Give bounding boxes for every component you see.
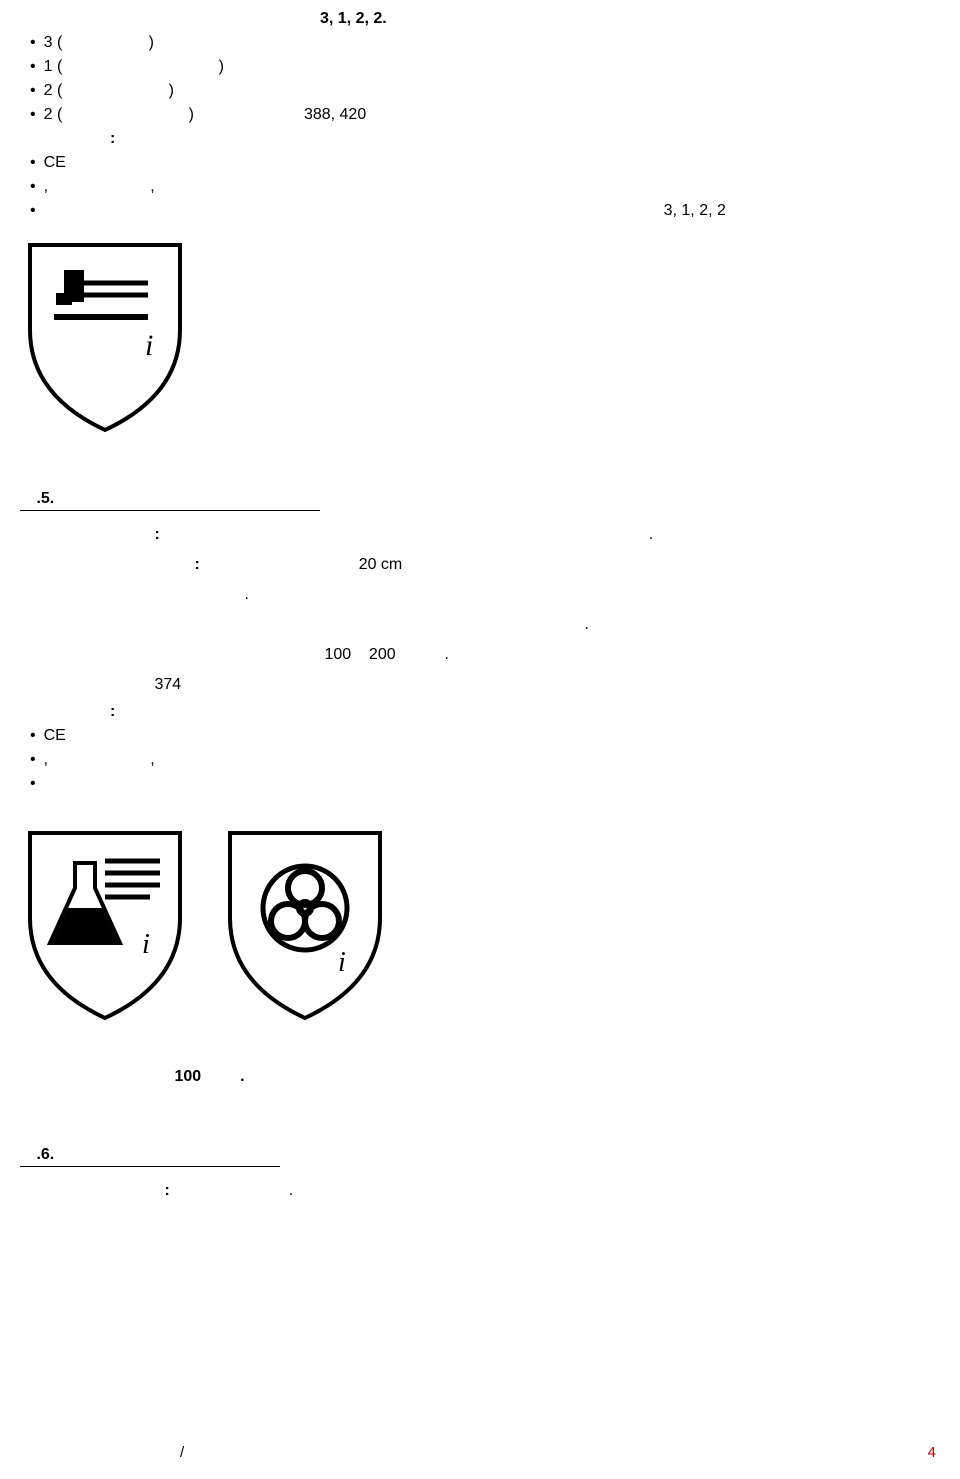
s5-row5: 100 200 . bbox=[20, 643, 940, 667]
section-5-num: .5. bbox=[36, 490, 54, 507]
qty-val: 100 bbox=[174, 1068, 201, 1085]
s5-row1-label: : bbox=[154, 526, 159, 543]
header-codes-text: 3, 1, 2, 2. bbox=[320, 10, 387, 28]
s5-row2-text: 20 cm bbox=[359, 556, 403, 573]
bracket-lead: 1 ( bbox=[44, 58, 89, 76]
s6-row1-label: : bbox=[164, 1182, 169, 1199]
marking-colon: : bbox=[110, 130, 115, 148]
bullet: • bbox=[30, 751, 36, 769]
bracket-bullet-row: • 3 () bbox=[20, 34, 940, 52]
bracket-aft-text: 388, 420 bbox=[304, 106, 366, 124]
hammer-shield-icon: i bbox=[20, 235, 190, 435]
bracket-bullet-row: • 1 () bbox=[20, 58, 940, 76]
bracket-lead: 2 ( bbox=[44, 106, 89, 124]
svg-text:i: i bbox=[142, 929, 150, 960]
section-6-header: .6. bbox=[20, 1146, 280, 1167]
bracket-close: ) bbox=[169, 82, 174, 100]
svg-text:i: i bbox=[145, 329, 153, 362]
s5-row3: . bbox=[20, 583, 940, 607]
bracket-bullet-row: • 2 () bbox=[20, 82, 940, 100]
bracket-bullet-row: • 2 () 388, 420 bbox=[20, 106, 940, 124]
bullet: • bbox=[30, 82, 36, 100]
ce-label: CE bbox=[44, 154, 66, 172]
s5-row3-dot: . bbox=[244, 586, 248, 603]
svg-text:i: i bbox=[338, 947, 346, 978]
s5-row4-dot: . bbox=[584, 616, 588, 633]
s5-marking-colon: : bbox=[110, 703, 115, 721]
bullet: • bbox=[30, 58, 36, 76]
bracket-close: ) bbox=[149, 34, 154, 52]
s5-row5-dot: . bbox=[445, 646, 449, 663]
bracket-lead: 3 ( bbox=[44, 34, 89, 52]
bullet: • bbox=[30, 775, 36, 793]
chemical-shield-icon: i bbox=[20, 823, 190, 1023]
s5-empty-bullet: • bbox=[20, 775, 940, 793]
bullet: • bbox=[30, 178, 36, 196]
marking-row: : bbox=[20, 130, 940, 148]
s5-comma-text: , , bbox=[44, 751, 155, 769]
comma-text: , , bbox=[44, 178, 155, 196]
qty-dot: . bbox=[240, 1068, 244, 1085]
s5-row2: : 20 cm bbox=[20, 553, 940, 577]
s5-row1-dot: . bbox=[649, 526, 653, 543]
bracket-close: ) bbox=[189, 106, 194, 124]
bracket-close: ) bbox=[219, 58, 224, 76]
s5-marking-row: : bbox=[20, 703, 940, 721]
footer-slash: / bbox=[180, 1444, 184, 1461]
s5-comma-row: • , , bbox=[20, 751, 940, 769]
ce-row: • CE bbox=[20, 154, 940, 172]
bullet: • bbox=[30, 106, 36, 124]
bullet: • bbox=[30, 202, 36, 220]
s5-row2-label: : bbox=[194, 556, 199, 573]
bracket-lead: 2 ( bbox=[44, 82, 89, 100]
bullet: • bbox=[30, 34, 36, 52]
codes-right: 3, 1, 2, 2 bbox=[664, 202, 726, 220]
bullet: • bbox=[30, 727, 36, 745]
s6-row1: : . bbox=[20, 1179, 940, 1203]
s5-row5-text: 100 200 bbox=[324, 646, 395, 663]
s6-row1-dot: . bbox=[289, 1182, 293, 1199]
s5-row1: : . bbox=[20, 523, 940, 547]
biohazard-shield-icon: i bbox=[220, 823, 390, 1023]
s5-row4: . bbox=[20, 613, 940, 637]
bullet: • bbox=[30, 154, 36, 172]
qty-row: 100 . bbox=[20, 1068, 940, 1086]
top-bullet-list: • 3 () • 1 () • 2 () • 2 () 388, 420 bbox=[20, 34, 940, 124]
section-6-num: .6. bbox=[36, 1146, 54, 1163]
s5-ce-row: • CE bbox=[20, 727, 940, 745]
s5-ce-label: CE bbox=[44, 727, 66, 745]
section-5-header: .5. bbox=[20, 490, 320, 511]
s5-row6: 374 bbox=[20, 673, 940, 697]
codes-row: • 3, 1, 2, 2 bbox=[20, 202, 940, 220]
page-number: 4 bbox=[928, 1444, 936, 1461]
shield-row: i i bbox=[20, 808, 940, 1038]
s5-row6-text: 374 bbox=[154, 676, 181, 693]
header-codes: 3, 1, 2, 2. bbox=[320, 10, 940, 28]
comma-row: • , , bbox=[20, 178, 940, 196]
